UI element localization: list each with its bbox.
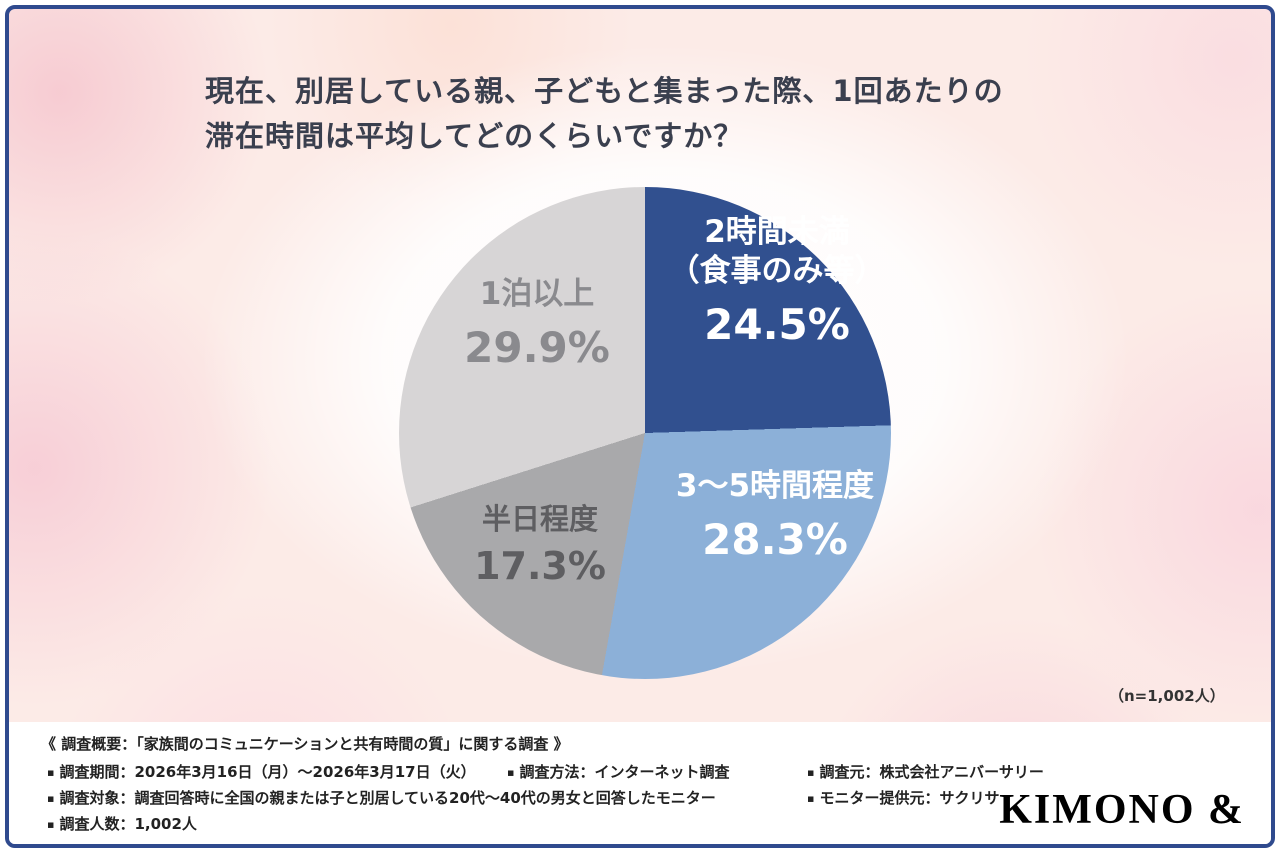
- slice-value: 17.3%: [474, 544, 606, 589]
- footer-item-source: ▪ 調査元：株式会社アニバーサリー: [807, 761, 1044, 782]
- footer-heading: 《 調査概要：「家族間のコミュニケーションと共有時間の質」に関する調査 》: [41, 735, 569, 753]
- footer-item-text: モニター提供元：サクリサ: [819, 789, 1000, 807]
- slice-label-under-2-hours: 2時間未満 （食事のみ等） 24.5%: [639, 213, 915, 351]
- bullet-icon: ▪: [807, 766, 815, 779]
- pie-chart: [399, 187, 891, 679]
- sample-size-note: （n=1,002人）: [1109, 687, 1225, 705]
- slice-label-overnight: 1泊以上 29.9%: [427, 275, 647, 374]
- infographic-canvas: 現在、別居している親、子どもと集まった際、1回あたりの 滞在時間は平均してどのく…: [5, 5, 1275, 848]
- footer-item-target: ▪ 調査対象：調査回答時に全国の親または子と別居している20代〜40代の男女と回答…: [47, 787, 716, 808]
- footer-item-period: ▪ 調査期間：2026年3月16日（月）〜2026年3月17日（火）: [47, 761, 476, 782]
- slice-label-3-5-hours: 3〜5時間程度 28.3%: [637, 467, 913, 566]
- slice-label-half-day: 半日程度 17.3%: [437, 501, 643, 591]
- footer-item-text: 調査人数：1,002人: [59, 815, 197, 833]
- slice-label-text: 2時間未満: [704, 214, 850, 250]
- footer-item-method: ▪ 調査方法：インターネット調査: [507, 761, 729, 782]
- footer-item-text: 調査方法：インターネット調査: [519, 763, 730, 781]
- slice-label-text: （食事のみ等）: [668, 252, 886, 289]
- footer-item-text: 調査元：株式会社アニバーサリー: [819, 763, 1044, 781]
- bullet-icon: ▪: [47, 792, 55, 805]
- chart-title: 現在、別居している親、子どもと集まった際、1回あたりの 滞在時間は平均してどのく…: [205, 69, 1004, 159]
- bullet-icon: ▪: [47, 766, 55, 779]
- footer-item-monitor-provider: ▪ モニター提供元：サクリサ: [807, 787, 999, 808]
- chart-title-line1: 現在、別居している親、子どもと集まった際、1回あたりの: [205, 74, 1004, 108]
- slice-value: 28.3%: [702, 514, 848, 564]
- slice-label-text: 1泊以上: [479, 276, 595, 312]
- slice-label-text: 3〜5時間程度: [675, 468, 875, 504]
- slice-label-text: 半日程度: [481, 502, 598, 536]
- bullet-icon: ▪: [807, 792, 815, 805]
- survey-overview-footer: 《 調査概要：「家族間のコミュニケーションと共有時間の質」に関する調査 》 ▪ 調…: [9, 722, 1271, 844]
- slice-value: 24.5%: [704, 299, 850, 349]
- footer-item-respondents: ▪ 調査人数：1,002人: [47, 813, 197, 834]
- slice-value: 29.9%: [464, 322, 610, 372]
- footer-item-text: 調査期間：2026年3月16日（月）〜2026年3月17日（火）: [59, 763, 476, 781]
- bullet-icon: ▪: [47, 818, 55, 831]
- chart-title-line2: 滞在時間は平均してどのくらいですか？: [205, 119, 744, 153]
- bullet-icon: ▪: [507, 766, 515, 779]
- footer-item-text: 調査対象：調査回答時に全国の親または子と別居している20代〜40代の男女と回答し…: [59, 789, 716, 807]
- kimono-and-logo: KIMONO &: [999, 787, 1245, 833]
